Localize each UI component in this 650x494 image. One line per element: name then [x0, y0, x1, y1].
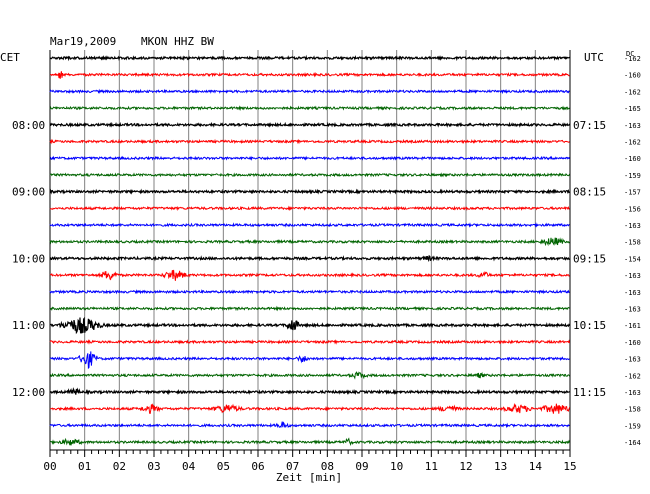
- trace-row-18: [49, 351, 570, 370]
- utc-time-label: 08:15: [573, 186, 606, 199]
- x-tick-label: 10: [390, 460, 403, 473]
- cet-time-label: 12:00: [12, 386, 45, 399]
- trace-row-14: [49, 289, 570, 295]
- left-timezone-label: CET: [0, 51, 20, 64]
- trace-row-11: [49, 237, 570, 247]
- trace-row-15: [49, 305, 570, 312]
- trace-row-6: [49, 155, 571, 161]
- dc-offset-value: -154: [624, 255, 641, 263]
- dc-offset-value: -165: [624, 105, 641, 113]
- dc-offset-value: -159: [624, 422, 641, 430]
- x-tick-label: 11: [425, 460, 438, 473]
- x-axis: 00 01 02 03 04 05 06 07 08 09 10 11 12 13 14 15: [43, 449, 577, 473]
- x-tick-label: 08: [321, 460, 334, 473]
- trace-row-7: [49, 172, 571, 178]
- trace-row-9: [49, 205, 570, 212]
- x-tick-label: 07: [286, 460, 299, 473]
- dc-offset-value: -156: [624, 205, 641, 213]
- trace-row-17: [49, 339, 571, 345]
- right-timezone-label: UTC: [584, 51, 604, 64]
- dc-offset-value: -161: [624, 322, 641, 330]
- dc-offset-header: DC: [626, 50, 634, 58]
- recording-date: Mar19,2009: [50, 35, 116, 48]
- x-tick-label: 06: [251, 460, 264, 473]
- cet-time-label: 11:00: [12, 319, 45, 332]
- trace-row-0: [49, 54, 571, 62]
- trace-row-10: [49, 222, 570, 228]
- trace-row-21: [49, 402, 571, 415]
- dc-offset-value: -162: [624, 372, 641, 380]
- dc-offset-value: -158: [624, 406, 641, 414]
- dc-offset-value: -162: [624, 88, 641, 96]
- x-tick-label: 01: [78, 460, 91, 473]
- trace-row-3: [49, 105, 570, 111]
- trace-row-22: [49, 421, 570, 429]
- x-tick-label: 04: [182, 460, 196, 473]
- dc-offset-value: -163: [624, 122, 641, 130]
- dc-offset-value: -162: [624, 55, 641, 63]
- trace-row-12: [49, 254, 570, 263]
- dc-offset-value: -163: [624, 306, 641, 314]
- dc-offset-value: -160: [624, 155, 641, 163]
- trace-row-23: [49, 437, 571, 446]
- x-tick-label: 09: [355, 460, 368, 473]
- seismic-traces: [49, 54, 571, 446]
- cet-time-label: 10:00: [12, 252, 45, 265]
- station-channel: MKON HHZ BW: [141, 35, 214, 48]
- trace-row-8: [49, 188, 570, 195]
- trace-row-1: [49, 71, 570, 79]
- dc-offset-value: -160: [624, 339, 641, 347]
- dc-offset-value: -163: [624, 389, 641, 397]
- trace-row-19: [49, 371, 571, 380]
- dc-offset-value: -163: [624, 356, 641, 364]
- x-tick-label: 05: [217, 460, 230, 473]
- dc-offset-value: -163: [624, 289, 641, 297]
- x-tick-label: 02: [113, 460, 126, 473]
- trace-row-16: [49, 316, 571, 335]
- trace-row-2: [49, 88, 570, 95]
- utc-time-label: 10:15: [573, 319, 606, 332]
- dc-offset-value: -163: [624, 222, 641, 230]
- dc-offset-column: -162 -160 -162 -165 -163 -162 -160 -159 -157 -156…: [624, 55, 641, 447]
- trace-row-4: [49, 121, 571, 128]
- minute-grid: [49, 50, 571, 450]
- x-tick-label: 03: [147, 460, 160, 473]
- x-tick-label: 12: [459, 460, 472, 473]
- cet-time-label: 09:00: [12, 186, 45, 199]
- x-tick-label: 14: [529, 460, 543, 473]
- dc-offset-value: -162: [624, 139, 641, 147]
- dc-offset-value: -160: [624, 72, 641, 80]
- time-labels: 08:00 09:00 10:00 11:00 12:00 07:15 08:15 09:15…: [12, 119, 606, 399]
- dc-offset-value: -158: [624, 239, 641, 247]
- x-axis-title: Zeit [min]: [276, 471, 342, 484]
- dc-offset-value: -159: [624, 172, 641, 180]
- dc-offset-value: -157: [624, 189, 641, 197]
- trace-row-5: [49, 138, 570, 145]
- dc-offset-value: -164: [624, 439, 641, 447]
- utc-time-label: 09:15: [573, 252, 606, 265]
- trace-row-13: [49, 269, 570, 281]
- utc-time-label: 11:15: [573, 386, 606, 399]
- utc-time-label: 07:15: [573, 119, 606, 132]
- dc-offset-value: -163: [624, 272, 641, 280]
- cet-time-label: 08:00: [12, 119, 45, 132]
- x-tick-label: 13: [494, 460, 507, 473]
- trace-row-20: [49, 387, 570, 396]
- x-tick-label: 00: [43, 460, 56, 473]
- x-tick-label: 15: [563, 460, 576, 473]
